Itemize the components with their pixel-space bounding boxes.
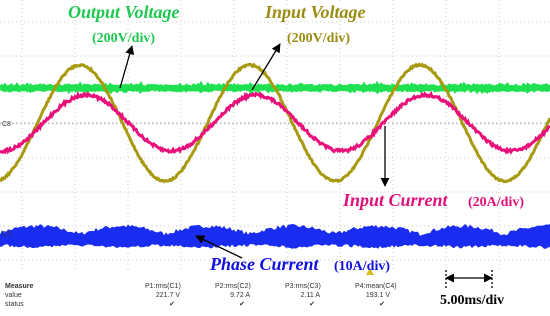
measure-name: P4:mean(C4)	[355, 283, 397, 290]
measure-header: Measure	[5, 283, 34, 290]
measure-status: ✔	[239, 301, 245, 308]
output-voltage-scale: (200V/div)	[92, 31, 155, 46]
waveforms	[0, 64, 550, 248]
row-label: status	[5, 301, 24, 308]
channel-marker: C8	[2, 121, 11, 128]
input-current-label: Input Current	[342, 190, 449, 210]
input-current-scale: (20A/div)	[468, 195, 524, 210]
measure-value: 2.11 A	[301, 292, 321, 299]
measure-value: 9.72 A	[230, 292, 250, 299]
input-current-wave	[0, 94, 550, 153]
measure-name: P1:rms(C1)	[145, 283, 181, 290]
phase-current-scale: (10A/div)	[334, 259, 390, 274]
measure-value: 193.1 V	[366, 292, 390, 299]
measure-value: 221.7 V	[156, 292, 180, 299]
timebase: 5.00ms/div	[440, 293, 504, 308]
measure-table: Measure value status P1:rms(C1) 221.7 V ✔ P…	[5, 283, 397, 308]
row-label: value	[5, 292, 22, 299]
phase-current-wave	[0, 224, 550, 249]
phase-current-label: Phase Current	[209, 254, 320, 274]
channel-marker: C3	[2, 231, 11, 238]
input-voltage-scale: (200V/div)	[287, 31, 350, 46]
scope-screen: C8 C3 Output Voltage (200V/div) Input Vo…	[0, 0, 550, 316]
measure-status: ✔	[379, 301, 385, 308]
measure-name: P2:rms(C2)	[215, 283, 251, 290]
measure-status: ✔	[309, 301, 315, 308]
measure-status: ✔	[169, 301, 175, 308]
arrows	[120, 44, 492, 288]
output-voltage-label: Output Voltage	[68, 2, 180, 22]
input-voltage-label: Input Voltage	[264, 2, 366, 22]
measure-name: P3:rms(C3)	[285, 283, 321, 290]
